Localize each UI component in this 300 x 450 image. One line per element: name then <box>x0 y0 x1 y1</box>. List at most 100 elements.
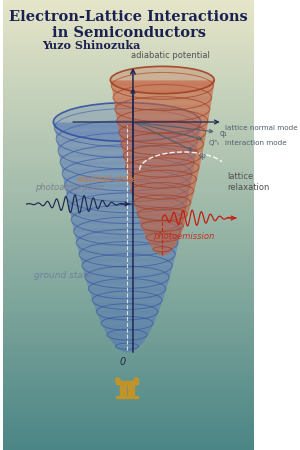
Bar <box>3 328 254 330</box>
Bar <box>3 361 254 363</box>
Bar <box>3 397 254 399</box>
Bar <box>3 171 254 172</box>
Bar <box>3 205 254 207</box>
Bar <box>3 85 254 87</box>
Bar <box>3 34 254 36</box>
Bar <box>3 131 254 134</box>
Bar <box>3 446 254 449</box>
Bar <box>3 151 254 153</box>
Bar <box>3 437 254 440</box>
Bar <box>3 391 254 393</box>
Bar <box>3 216 254 217</box>
Bar <box>3 274 254 276</box>
Bar <box>3 172 254 174</box>
Text: Yuzo Shinozuka: Yuzo Shinozuka <box>42 40 140 51</box>
Bar <box>3 175 254 177</box>
Bar <box>3 297 254 298</box>
Bar <box>3 399 254 400</box>
Bar <box>3 403 254 405</box>
Bar <box>3 286 254 288</box>
Bar <box>3 117 254 118</box>
Bar <box>3 76 254 78</box>
Bar <box>3 156 254 158</box>
Bar <box>3 378 254 379</box>
Bar <box>3 7 254 9</box>
Bar <box>3 374 254 377</box>
Bar <box>3 239 254 242</box>
Bar <box>3 441 254 442</box>
Bar <box>3 358 254 360</box>
Bar <box>3 390 254 392</box>
Bar <box>3 436 254 438</box>
Bar <box>3 63 254 64</box>
Bar <box>3 52 254 54</box>
Bar <box>3 221 254 224</box>
Bar <box>3 264 254 266</box>
Bar <box>3 257 254 260</box>
Bar <box>3 284 254 287</box>
Bar <box>3 211 254 213</box>
Bar <box>3 37 254 39</box>
Bar <box>3 381 254 382</box>
Bar <box>3 448 254 450</box>
Bar <box>3 160 254 162</box>
Bar <box>3 329 254 332</box>
Bar <box>3 226 254 228</box>
Text: adiabatic potential: adiabatic potential <box>131 51 210 60</box>
Bar <box>3 306 254 307</box>
Bar <box>3 238 254 240</box>
Text: ground state: ground state <box>34 270 92 279</box>
Text: interaction mode: interaction mode <box>225 140 287 146</box>
Bar <box>3 153 254 154</box>
Bar <box>3 25 254 27</box>
Bar <box>3 30 254 32</box>
Bar <box>3 158 254 161</box>
Bar <box>3 256 254 258</box>
Bar <box>3 106 254 108</box>
Bar <box>3 112 254 114</box>
Bar <box>3 217 254 219</box>
Bar <box>3 194 254 197</box>
Bar <box>3 68 254 71</box>
Bar <box>3 369 254 370</box>
Bar <box>3 415 254 417</box>
Bar <box>3 91 254 93</box>
Text: excited state: excited state <box>78 176 137 184</box>
Bar <box>3 405 254 406</box>
Bar <box>3 313 254 315</box>
Bar <box>3 21 254 22</box>
Bar <box>3 342 254 343</box>
Bar <box>3 108 254 109</box>
Bar <box>3 219 254 220</box>
Bar <box>3 268 254 270</box>
Bar <box>128 383 131 396</box>
Bar <box>3 360 254 361</box>
Bar <box>3 127 254 129</box>
Bar <box>3 40 254 42</box>
Bar <box>3 124 254 126</box>
Bar <box>3 115 254 117</box>
Bar <box>3 409 254 411</box>
Bar <box>3 318 254 320</box>
Bar <box>3 432 254 433</box>
Bar <box>3 181 254 183</box>
Bar <box>3 261 254 262</box>
Bar <box>3 363 254 365</box>
Bar <box>3 315 254 316</box>
Bar <box>3 349 254 351</box>
Bar <box>3 184 254 186</box>
Bar <box>3 203 254 206</box>
Bar <box>3 406 254 408</box>
Bar <box>3 187 254 189</box>
Bar <box>3 99 254 100</box>
Bar <box>3 351 254 352</box>
Text: q₁: q₁ <box>219 129 227 138</box>
Bar <box>3 0 254 1</box>
Bar <box>3 333 254 334</box>
Bar <box>3 382 254 384</box>
Bar <box>3 223 254 225</box>
Bar <box>3 225 254 226</box>
Bar <box>3 202 254 204</box>
Bar <box>3 167 254 170</box>
Bar <box>3 174 254 176</box>
